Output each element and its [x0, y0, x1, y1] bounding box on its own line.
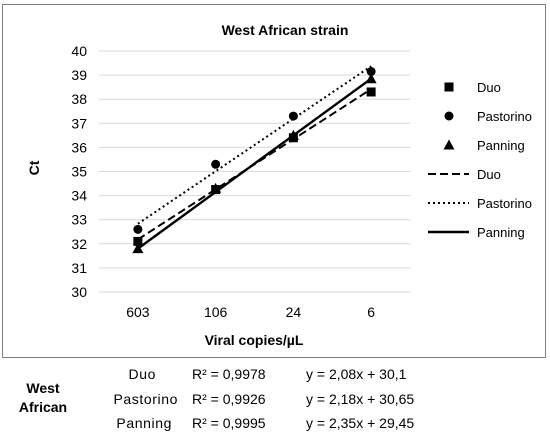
legend-label: Pastorino	[477, 109, 532, 124]
data-point-panning	[287, 129, 299, 140]
data-point-duo	[366, 87, 376, 97]
legend-label: Duo	[477, 80, 501, 95]
data-point-panning	[365, 73, 377, 84]
legend-marker-duo	[444, 82, 454, 92]
legend-label: Panning	[477, 225, 525, 240]
equation-r2-duo: R² = 0,9978	[192, 366, 266, 382]
data-point-pastorino	[211, 159, 221, 169]
data-point-pastorino	[133, 224, 143, 234]
y-tick-label: 31	[71, 260, 87, 276]
y-tick-label: 38	[71, 91, 87, 107]
y-tick-label: 35	[71, 164, 87, 180]
equation-formula-duo: y = 2,08x + 30,1	[306, 366, 407, 382]
equation-table-row-label-line2: African	[18, 399, 68, 415]
y-tick-label: 40	[71, 43, 87, 59]
x-tick-label: 106	[204, 304, 228, 320]
equation-table: West African Duo R² = 0,9978 y = 2,08x +…	[0, 364, 550, 434]
data-point-duo	[133, 236, 143, 246]
y-tick-label: 37	[71, 115, 87, 131]
series-group	[132, 65, 377, 254]
x-axis-label: Viral copies/µL	[205, 332, 304, 348]
data-point-panning	[132, 243, 144, 254]
legend: Duo Pastorino Panning Duo Pastorino Panning	[428, 80, 532, 240]
x-tick-label: 24	[286, 304, 302, 320]
equation-r2-panning: R² = 0,9995	[192, 415, 266, 431]
legend-marker-panning	[443, 139, 455, 150]
equation-table-row-label-line1: West	[26, 380, 60, 396]
y-tick-label: 33	[71, 212, 87, 228]
y-tick-labels: 30 31 32 33 34 35 36 37 38 39 40	[71, 43, 87, 300]
y-tick-label: 34	[71, 188, 87, 204]
y-tick-label: 36	[71, 139, 87, 155]
data-point-pastorino	[366, 66, 376, 76]
x-tick-label: 6	[367, 304, 375, 320]
gridlines	[99, 50, 410, 293]
line-chart: West African strain Ct Viral copies/µL 3…	[26, 22, 532, 348]
equation-name-duo: Duo	[128, 366, 156, 382]
y-tick-label: 30	[71, 284, 87, 300]
equation-name-pastorino: Pastorino	[113, 391, 178, 407]
chart-frame: West African strain Ct Viral copies/µL 3…	[2, 4, 546, 358]
y-tick-label: 39	[71, 67, 87, 83]
legend-label: Duo	[477, 167, 501, 182]
legend-marker-pastorino	[444, 111, 454, 121]
legend-label: Pastorino	[477, 196, 532, 211]
equation-r2-pastorino: R² = 0,9926	[192, 391, 266, 407]
data-point-pastorino	[288, 111, 298, 121]
equation-formula-pastorino: y = 2,18x + 30,65	[306, 391, 415, 407]
equation-formula-panning: y = 2,35x + 29,45	[306, 415, 415, 431]
trendline-pastorino	[137, 65, 372, 225]
legend-label: Panning	[477, 138, 525, 153]
x-tick-label: 603	[126, 304, 150, 320]
chart-title: West African strain	[222, 22, 349, 38]
y-tick-label: 32	[71, 236, 87, 252]
trendline-panning	[137, 77, 372, 250]
y-axis-label: Ct	[26, 160, 42, 175]
equation-name-panning: Panning	[116, 415, 172, 431]
x-tick-labels: 603 106 24 6	[126, 304, 375, 320]
data-point-panning	[210, 182, 222, 193]
